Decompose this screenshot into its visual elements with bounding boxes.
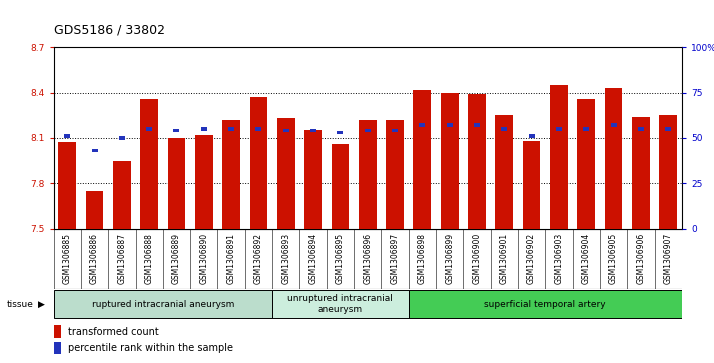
Text: GSM1306897: GSM1306897 xyxy=(391,233,400,284)
Text: GSM1306890: GSM1306890 xyxy=(199,233,208,284)
Bar xyxy=(359,120,376,229)
Text: transformed count: transformed count xyxy=(68,327,159,337)
Bar xyxy=(54,290,272,318)
Text: ruptured intracranial aneurysm: ruptured intracranial aneurysm xyxy=(91,299,234,309)
Text: GSM1306904: GSM1306904 xyxy=(582,233,590,284)
Bar xyxy=(392,129,398,132)
Bar xyxy=(523,141,540,229)
Bar xyxy=(91,149,98,152)
Bar xyxy=(228,127,234,131)
Bar xyxy=(556,127,562,131)
Text: percentile rank within the sample: percentile rank within the sample xyxy=(68,343,233,353)
Bar xyxy=(140,99,158,229)
Bar xyxy=(201,127,207,131)
Bar xyxy=(146,127,152,131)
Text: superficial temporal artery: superficial temporal artery xyxy=(485,299,606,309)
Text: GSM1306891: GSM1306891 xyxy=(226,233,236,284)
Bar xyxy=(468,94,486,229)
Text: GSM1306896: GSM1306896 xyxy=(363,233,372,284)
Bar xyxy=(168,138,186,229)
Bar xyxy=(222,120,240,229)
Bar xyxy=(610,123,617,127)
Text: GSM1306893: GSM1306893 xyxy=(281,233,291,284)
Bar xyxy=(272,290,408,318)
Bar xyxy=(408,290,682,318)
Text: GSM1306899: GSM1306899 xyxy=(445,233,454,284)
Bar xyxy=(413,90,431,229)
Text: ▶: ▶ xyxy=(38,299,45,309)
Text: GSM1306905: GSM1306905 xyxy=(609,233,618,284)
Bar xyxy=(113,160,131,229)
Bar xyxy=(64,134,70,138)
Bar xyxy=(310,129,316,132)
Bar xyxy=(174,129,179,132)
Bar xyxy=(54,342,61,354)
Text: GSM1306892: GSM1306892 xyxy=(254,233,263,284)
Bar xyxy=(441,93,458,229)
Text: GSM1306907: GSM1306907 xyxy=(664,233,673,284)
Bar xyxy=(54,325,61,338)
Bar xyxy=(496,115,513,229)
Text: GSM1306888: GSM1306888 xyxy=(145,233,154,284)
Bar xyxy=(419,123,426,127)
Text: GSM1306886: GSM1306886 xyxy=(90,233,99,284)
Text: GSM1306895: GSM1306895 xyxy=(336,233,345,284)
Text: GSM1306900: GSM1306900 xyxy=(473,233,481,284)
Text: GSM1306889: GSM1306889 xyxy=(172,233,181,284)
Text: tissue: tissue xyxy=(7,299,34,309)
Text: GSM1306906: GSM1306906 xyxy=(636,233,645,284)
Bar xyxy=(605,88,623,229)
Bar xyxy=(86,191,104,229)
Bar xyxy=(365,129,371,132)
Bar xyxy=(283,129,288,132)
Text: GSM1306903: GSM1306903 xyxy=(555,233,563,284)
Text: GSM1306887: GSM1306887 xyxy=(117,233,126,284)
Text: unruptured intracranial
aneurysm: unruptured intracranial aneurysm xyxy=(288,294,393,314)
Bar xyxy=(304,130,322,229)
Bar xyxy=(474,123,480,127)
Bar xyxy=(119,136,125,140)
Bar xyxy=(501,127,508,131)
Bar xyxy=(331,144,349,229)
Bar xyxy=(277,118,295,229)
Text: GSM1306898: GSM1306898 xyxy=(418,233,427,284)
Bar xyxy=(665,127,671,131)
Text: GSM1306894: GSM1306894 xyxy=(308,233,318,284)
Bar xyxy=(195,135,213,229)
Bar xyxy=(386,120,404,229)
Bar xyxy=(659,115,677,229)
Bar xyxy=(59,142,76,229)
Bar xyxy=(583,127,589,131)
Text: GSM1306901: GSM1306901 xyxy=(500,233,509,284)
Text: GSM1306902: GSM1306902 xyxy=(527,233,536,284)
Bar xyxy=(528,134,535,138)
Bar xyxy=(256,127,261,131)
Bar xyxy=(338,131,343,134)
Bar xyxy=(447,123,453,127)
Bar xyxy=(578,99,595,229)
Text: GDS5186 / 33802: GDS5186 / 33802 xyxy=(54,23,164,36)
Bar xyxy=(250,97,267,229)
Text: GSM1306885: GSM1306885 xyxy=(63,233,71,284)
Bar xyxy=(632,117,650,229)
Bar xyxy=(638,127,644,131)
Bar xyxy=(550,85,568,229)
